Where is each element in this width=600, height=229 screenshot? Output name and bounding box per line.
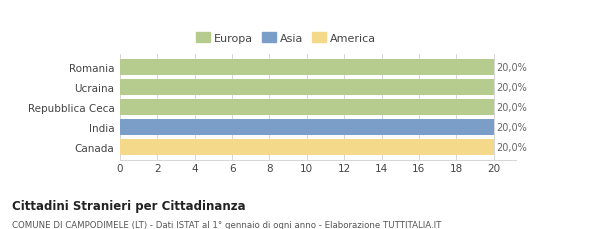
Text: COMUNE DI CAMPODIMELE (LT) - Dati ISTAT al 1° gennaio di ogni anno - Elaborazion: COMUNE DI CAMPODIMELE (LT) - Dati ISTAT … — [12, 220, 442, 229]
Text: 20,0%: 20,0% — [496, 142, 527, 152]
Text: Cittadini Stranieri per Cittadinanza: Cittadini Stranieri per Cittadinanza — [12, 199, 245, 212]
Bar — [120, 80, 494, 96]
Bar — [120, 119, 494, 136]
Bar — [120, 139, 494, 155]
Text: 20,0%: 20,0% — [496, 103, 527, 113]
Legend: Europa, Asia, America: Europa, Asia, America — [192, 29, 380, 48]
Bar — [120, 99, 494, 116]
Text: 20,0%: 20,0% — [496, 123, 527, 132]
Bar — [120, 60, 494, 76]
Text: 20,0%: 20,0% — [496, 63, 527, 73]
Text: 20,0%: 20,0% — [496, 83, 527, 93]
